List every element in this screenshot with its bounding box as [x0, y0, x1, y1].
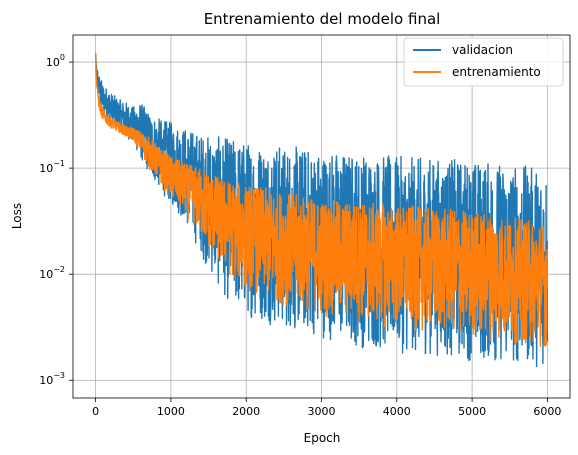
- y-tick-base: 10: [39, 162, 53, 175]
- y-tick-label: 10−3: [39, 371, 65, 387]
- x-tick-label: 0: [92, 405, 99, 418]
- x-axis-ticks: 0 1000 2000 3000 4000 5000 6000: [92, 398, 561, 418]
- chart-title: Entrenamiento del modelo final: [204, 10, 441, 28]
- legend-label-entrenamiento: entrenamiento: [452, 65, 541, 79]
- x-tick-label: 1000: [157, 405, 185, 418]
- y-tick-exponent: −3: [53, 371, 65, 380]
- legend-label-validacion: validacion: [452, 43, 513, 57]
- y-tick-label: 10−1: [39, 159, 65, 175]
- x-tick-label: 6000: [533, 405, 561, 418]
- y-tick-base: 10: [39, 268, 53, 281]
- x-tick-label: 2000: [232, 405, 260, 418]
- y-tick-exponent: −2: [53, 265, 65, 274]
- y-tick-label: 10−2: [39, 265, 65, 281]
- x-axis-label: Epoch: [304, 431, 341, 445]
- y-tick-exponent: −1: [53, 159, 65, 168]
- x-tick-label: 4000: [383, 405, 411, 418]
- series-layer: [94, 52, 549, 368]
- y-tick-base: 10: [39, 374, 53, 387]
- x-tick-label: 3000: [308, 405, 336, 418]
- x-tick-label: 5000: [458, 405, 486, 418]
- y-tick-label: 100: [46, 53, 65, 69]
- legend: validacion entrenamiento: [403, 37, 564, 87]
- y-axis-label: Loss: [10, 203, 24, 229]
- y-tick-exponent: 0: [60, 53, 65, 62]
- y-tick-base: 10: [46, 56, 60, 69]
- series-line-entrenamiento: [94, 52, 549, 347]
- legend-box: [403, 37, 564, 87]
